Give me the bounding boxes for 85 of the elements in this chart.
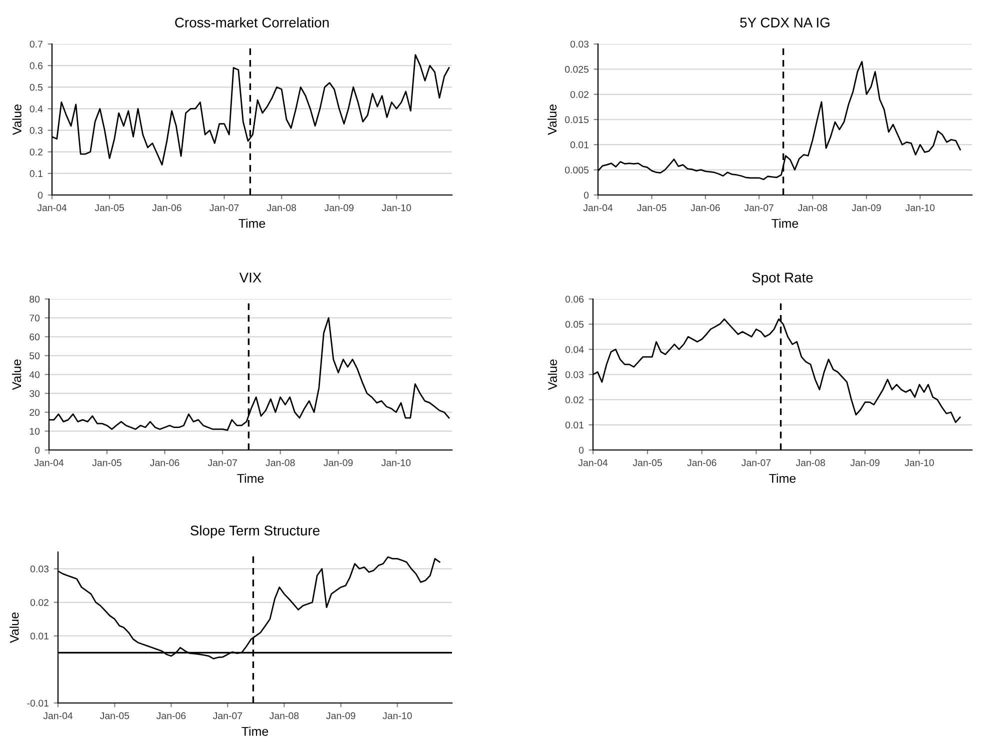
y-tick-label: 30 bbox=[30, 390, 40, 397]
y-tick-label: 0.025 bbox=[565, 66, 589, 73]
y-tick-label: 40 bbox=[29, 371, 40, 378]
x-tick-label: Jan-04 bbox=[37, 204, 67, 212]
x-tick-label: Jan-07 bbox=[742, 459, 771, 466]
x-tick-label: Jan-05 bbox=[637, 204, 666, 212]
y-axis-title: Value bbox=[12, 104, 22, 135]
y-tick-label: 0.02 bbox=[30, 599, 48, 606]
y-tick-label: 60 bbox=[30, 333, 40, 340]
x-axis-title: Time bbox=[237, 474, 264, 483]
y-tick-label: 0.02 bbox=[565, 396, 584, 404]
x-tick-label: Jan-05 bbox=[94, 204, 124, 212]
x-tick-label: Jan-07 bbox=[208, 459, 237, 466]
x-tick-label: Jan-08 bbox=[266, 204, 296, 212]
x-tick-label: Jan-04 bbox=[583, 204, 613, 212]
x-tick-label: Jan-06 bbox=[156, 712, 186, 720]
y-tick-label: 0.03 bbox=[570, 40, 589, 48]
x-tick-label: Jan-08 bbox=[266, 459, 295, 466]
x-tick-label: Jan-07 bbox=[744, 204, 774, 212]
y-tick-label: -0.01 bbox=[27, 700, 48, 707]
y-axis-title: Value bbox=[10, 612, 19, 643]
y-tick-label: 0.05 bbox=[565, 320, 584, 328]
x-tick-label: Jan-09 bbox=[850, 459, 880, 466]
y-axis-title: Value bbox=[12, 360, 22, 390]
y-tick-label: 0.03 bbox=[30, 566, 49, 572]
x-tick-label: Jan-05 bbox=[100, 712, 130, 720]
chart-title: Cross-market Correlation bbox=[175, 17, 329, 28]
x-tick-label: Jan-07 bbox=[212, 712, 242, 720]
y-tick-label: 0.3 bbox=[30, 127, 43, 134]
chart-title: VIX bbox=[239, 272, 262, 282]
x-axis-title: Time bbox=[772, 218, 798, 228]
y-tick-label: 10 bbox=[30, 428, 40, 435]
y-tick-label: 20 bbox=[30, 408, 40, 416]
y-tick-label: 0.01 bbox=[565, 422, 584, 428]
y-tick-label: 0.015 bbox=[565, 116, 589, 124]
y-tick-label: 0.7 bbox=[30, 40, 42, 48]
x-tick-label: Jan-10 bbox=[381, 459, 411, 466]
chart-title: Spot Rate bbox=[752, 272, 813, 286]
chart-title: Slope Term Structure bbox=[190, 525, 320, 538]
y-tick-label: 0.6 bbox=[30, 62, 43, 70]
chart-title: 5Y CDX NA IG bbox=[740, 18, 830, 28]
x-tick-label: Jan-09 bbox=[324, 459, 353, 466]
x-tick-label: Jan-08 bbox=[798, 204, 828, 212]
x-tick-label: Jan-10 bbox=[382, 712, 412, 720]
y-axis-title: Value bbox=[548, 360, 558, 390]
x-tick-label: Jan-06 bbox=[150, 459, 180, 466]
y-tick-label: 0.005 bbox=[565, 166, 589, 174]
y-tick-label: 0 bbox=[584, 192, 589, 199]
x-tick-label: Jan-10 bbox=[382, 204, 412, 212]
x-tick-label: Jan-06 bbox=[152, 204, 182, 212]
x-tick-label: Jan-04 bbox=[578, 459, 608, 466]
y-tick-label: 50 bbox=[30, 352, 40, 360]
x-tick-label: Jan-05 bbox=[632, 459, 662, 466]
y-tick-label: 0.06 bbox=[565, 296, 584, 303]
y-tick-label: 70 bbox=[30, 314, 40, 322]
x-tick-label: Jan-09 bbox=[326, 712, 356, 720]
y-tick-label: 0.1 bbox=[30, 170, 42, 178]
x-tick-label: Jan-10 bbox=[904, 459, 934, 466]
y-tick-label: 0 bbox=[38, 192, 43, 199]
y-tick-label: 80 bbox=[30, 296, 40, 303]
y-tick-label: 0.01 bbox=[30, 632, 48, 640]
x-tick-label: Jan-07 bbox=[210, 204, 239, 212]
x-tick-label: Jan-04 bbox=[34, 459, 64, 466]
x-tick-label: Jan-08 bbox=[269, 712, 299, 720]
x-tick-label: Jan-04 bbox=[43, 712, 73, 720]
y-tick-label: 0.2 bbox=[30, 148, 42, 156]
y-tick-label: 0.5 bbox=[30, 84, 43, 91]
x-tick-label: Jan-09 bbox=[852, 204, 881, 212]
y-axis-title: Value bbox=[547, 104, 557, 135]
x-tick-label: Jan-09 bbox=[324, 204, 354, 212]
y-tick-label: 0 bbox=[578, 446, 584, 454]
x-axis-title: Time bbox=[242, 726, 268, 736]
y-tick-label: 0.03 bbox=[565, 371, 584, 378]
x-tick-label: Jan-06 bbox=[690, 204, 720, 212]
y-tick-label: 0.04 bbox=[565, 346, 584, 353]
x-tick-label: Jan-10 bbox=[905, 204, 935, 212]
y-tick-label: 0.4 bbox=[30, 105, 43, 112]
y-tick-label: 0 bbox=[34, 446, 40, 454]
x-axis-title: Time bbox=[769, 474, 796, 483]
x-tick-label: Jan-05 bbox=[92, 459, 122, 466]
x-axis-title: Time bbox=[238, 218, 266, 228]
y-tick-label: 0.02 bbox=[570, 91, 588, 98]
y-tick-label: 0.01 bbox=[570, 141, 588, 148]
x-tick-label: Jan-06 bbox=[687, 459, 716, 466]
x-tick-label: Jan-08 bbox=[796, 459, 826, 466]
